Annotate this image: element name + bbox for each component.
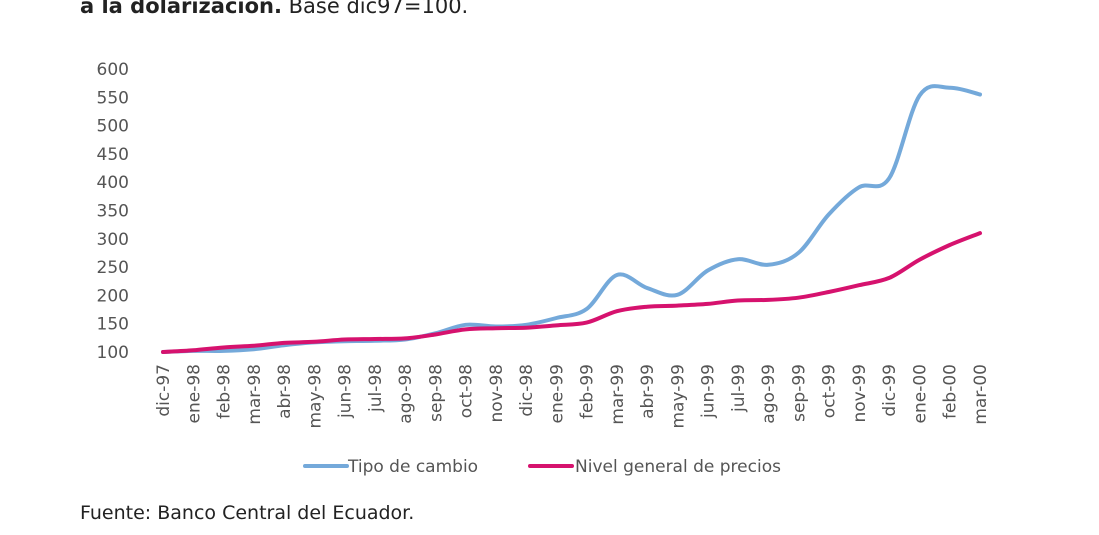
x-tick-label: ago-98 [396, 364, 416, 424]
y-tick-label: 600 [97, 60, 129, 80]
x-tick-label: feb-00 [941, 364, 961, 419]
x-tick-label: nov-99 [850, 364, 870, 423]
y-tick-label: 350 [97, 202, 129, 222]
x-tick-label: jun-99 [699, 364, 719, 419]
y-tick-label: 150 [97, 315, 129, 335]
y-tick-label: 300 [97, 230, 129, 250]
line-chart: 100 150 200 250 300 350 400 450 500 550 600 dic-97… [97, 60, 991, 477]
x-tick-label: mar-98 [245, 364, 265, 425]
series-line-2 [161, 231, 982, 354]
y-tick-label: 100 [97, 343, 129, 363]
x-tick-label: oct-98 [457, 364, 477, 418]
series-line-1 [161, 84, 982, 354]
x-tick-label: sep-98 [426, 364, 446, 422]
y-tick-label: 450 [97, 145, 129, 165]
x-tick-label: feb-98 [215, 364, 235, 419]
y-axis: 100 150 200 250 300 350 400 450 500 550 600 [97, 60, 129, 363]
caption-rest: Base dic97=100. [281, 0, 469, 18]
x-tick-label: may-99 [668, 364, 688, 429]
source-note: Fuente: Banco Central del Ecuador. [80, 502, 415, 524]
x-tick-label: nov-98 [487, 364, 507, 423]
chart-caption: a la dolarización. Base dic97=100. [80, 0, 468, 18]
x-tick-label: dic-97 [154, 364, 174, 417]
x-tick-label: ago-99 [759, 364, 779, 424]
x-tick-label: sep-99 [789, 364, 809, 422]
x-tick-label: may-98 [305, 364, 325, 429]
x-tick-label: dic-99 [880, 364, 900, 417]
y-tick-label: 500 [97, 117, 129, 137]
x-tick-label: ene-00 [910, 364, 930, 423]
y-tick-label: 200 [97, 286, 129, 306]
x-tick-label: jun-98 [336, 364, 356, 419]
x-tick-label: abr-99 [638, 364, 658, 419]
x-tick-label: feb-99 [578, 364, 598, 419]
y-tick-label: 400 [97, 173, 129, 193]
x-tick-label: mar-00 [971, 364, 991, 425]
x-tick-label: dic-98 [517, 364, 537, 417]
x-tick-label: jul-98 [366, 364, 386, 413]
chart-legend: Tipo de cambio Nivel general de precios [303, 457, 781, 477]
caption-bold: a la dolarización. [80, 0, 282, 18]
legend-label: Tipo de cambio [347, 457, 478, 477]
x-tick-label: oct-99 [820, 364, 840, 418]
y-tick-label: 250 [97, 258, 129, 278]
x-axis: dic-97 ene-98 feb-98 mar-98 abr-98 may-98 jun-… [154, 364, 991, 429]
chart-lines [161, 84, 982, 354]
x-tick-label: abr-98 [275, 364, 295, 419]
x-tick-label: ene-99 [547, 364, 567, 423]
x-tick-label: ene-98 [184, 364, 204, 423]
legend-label: Nivel general de precios [575, 457, 781, 477]
x-tick-label: jul-99 [729, 364, 749, 413]
y-tick-label: 550 [97, 88, 129, 108]
x-tick-label: mar-99 [608, 364, 628, 425]
